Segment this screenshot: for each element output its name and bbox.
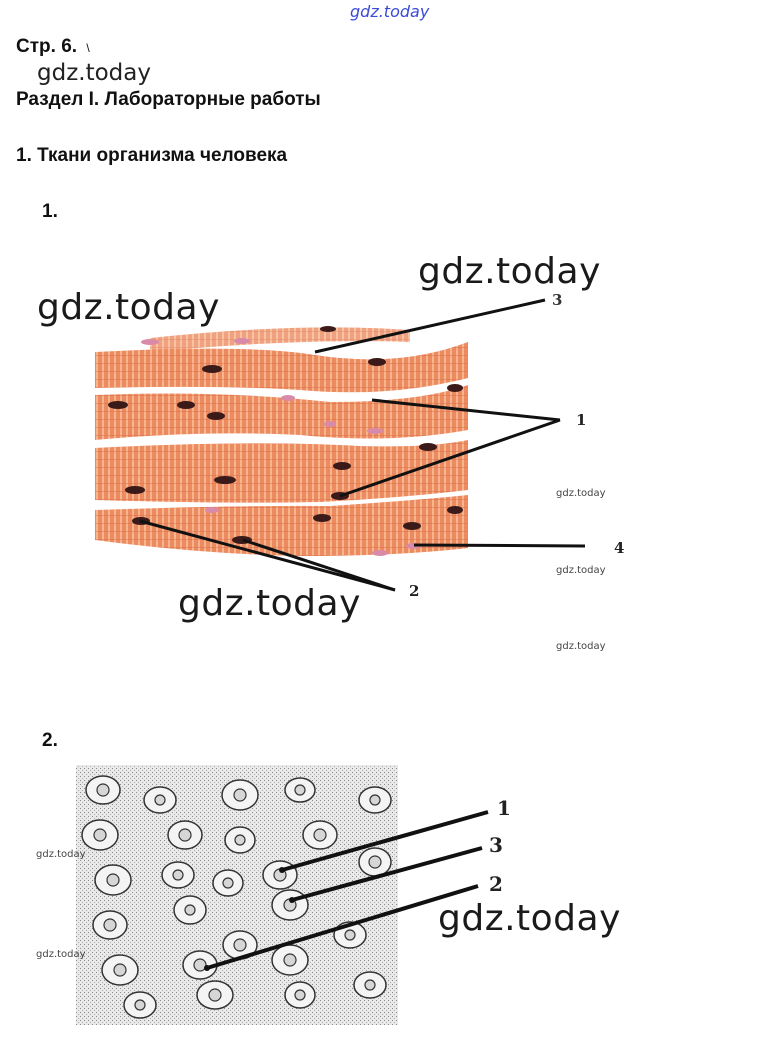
watermark-top: gdz.today: [350, 2, 430, 21]
watermark-fig1-left: gdz.today: [37, 287, 220, 328]
page-reference: Стр. 6. \: [16, 36, 90, 58]
muscle-fiber-0: [150, 327, 410, 352]
figure-2-pointer-dots: [204, 867, 295, 971]
watermark-fig1-small-3: gdz.today: [556, 641, 606, 652]
fig2-label-2: 2: [489, 872, 503, 896]
pink-nuclei: [141, 338, 420, 556]
label-4: 4: [614, 539, 624, 557]
watermark-fig1-small-2: gdz.today: [556, 565, 606, 576]
watermark-fig1-bottom: gdz.today: [178, 583, 361, 624]
figure-1-pointers: [139, 298, 586, 592]
page-reference-text: Стр. 6.: [16, 36, 78, 57]
label-2: 2: [409, 582, 419, 600]
label-3: 3: [552, 291, 562, 309]
fig2-label-3: 3: [489, 833, 503, 857]
label-1: 1: [576, 411, 586, 429]
muscle-fiber-3: [95, 440, 468, 503]
watermark-fig2-big: gdz.today: [438, 898, 621, 939]
muscle-fiber-1: [95, 342, 468, 393]
page-mark: \: [86, 41, 90, 55]
watermark-fig1-small-1: gdz.today: [556, 488, 606, 499]
muscle-fiber-4: [95, 495, 468, 556]
cartilage-nuclei: [93, 783, 382, 1011]
watermark-fig1-right: gdz.today: [418, 251, 601, 292]
section-title: Раздел I. Лабораторные работы: [16, 89, 321, 110]
topic-title: 1. Ткани организма человека: [16, 145, 288, 166]
muscle-fiber-2: [95, 385, 468, 440]
watermark-fig2-small-1: gdz.today: [36, 849, 86, 860]
watermark-fig2-small-2: gdz.today: [36, 949, 86, 960]
figure-2-number: 2.: [42, 730, 58, 751]
watermark-subheader: gdz.today: [37, 60, 151, 86]
fig2-label-1: 1: [497, 796, 511, 820]
figure-2-pointers: [206, 810, 489, 970]
figure-1-number: 1.: [42, 201, 58, 222]
